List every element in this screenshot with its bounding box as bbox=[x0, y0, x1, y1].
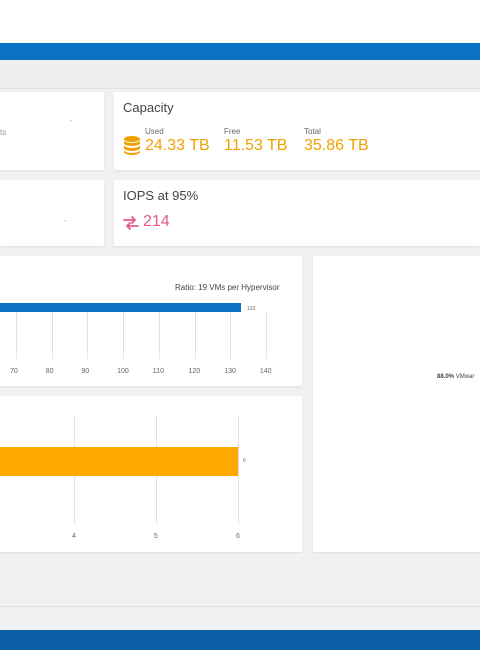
x-tick-label: 130 bbox=[224, 368, 236, 375]
bar-value-label: 133 bbox=[246, 306, 256, 312]
distribution-chart-card: 88.0% VMwar bbox=[313, 256, 480, 552]
x-tick-label: 5 bbox=[154, 533, 158, 540]
free-value: 11.53 TB bbox=[224, 137, 288, 154]
secondary-bar-chart-card: 4 5 6 6 bbox=[0, 396, 302, 552]
pie-slice-name: VMwar bbox=[455, 374, 475, 380]
gridline bbox=[238, 416, 239, 524]
swap-arrows-icon bbox=[123, 215, 139, 231]
iops-card: IOPS at 95% 214 bbox=[114, 180, 480, 246]
gridline bbox=[265, 311, 267, 359]
pie-slice-percent: 88.0% bbox=[437, 374, 455, 380]
bar bbox=[0, 303, 241, 312]
summary-card-left-top: ts - bbox=[0, 92, 104, 170]
gridline bbox=[230, 311, 232, 359]
total-label: Total bbox=[304, 127, 321, 136]
iops-value: 214 bbox=[143, 213, 170, 230]
x-tick-label: 90 bbox=[81, 368, 90, 375]
x-tick-label: 80 bbox=[45, 368, 54, 375]
used-label: Used bbox=[145, 127, 164, 136]
x-tick-label: 120 bbox=[188, 368, 201, 375]
x-tick-label: 70 bbox=[10, 368, 18, 375]
x-tick-label: 100 bbox=[117, 368, 129, 375]
used-value: 24.33 TB bbox=[145, 137, 210, 154]
footer-bar bbox=[0, 630, 480, 650]
gridline bbox=[158, 311, 160, 359]
summary-card-left-bottom: - bbox=[0, 180, 104, 246]
x-tick-label: 6 bbox=[236, 533, 240, 540]
pie-slice-label: 88.0% VMwar bbox=[437, 374, 474, 380]
free-label: Free bbox=[224, 127, 241, 136]
top-blank-area bbox=[0, 0, 480, 43]
app-header-bar bbox=[0, 43, 480, 60]
total-value: 35.86 TB bbox=[304, 137, 369, 154]
content-divider bbox=[0, 606, 480, 607]
gridline bbox=[51, 311, 53, 359]
bar bbox=[0, 447, 238, 476]
gridline bbox=[123, 311, 125, 359]
chart-ratio-text: Ratio: 19 VMs per Hypervisor bbox=[175, 283, 280, 292]
vm-ratio-chart-card: Ratio: 19 VMs per Hypervisor 70 80 90 100 11… bbox=[0, 256, 302, 386]
capacity-title: Capacity bbox=[123, 100, 174, 115]
database-stack-icon bbox=[123, 135, 141, 155]
summary-card-bottom-dot: - bbox=[64, 216, 67, 225]
toolbar-strip bbox=[0, 60, 480, 89]
summary-card-fragment-text: ts bbox=[0, 128, 7, 137]
iops-title: IOPS at 95% bbox=[123, 188, 199, 203]
gridline bbox=[16, 311, 17, 359]
gridline bbox=[87, 311, 89, 359]
capacity-card: Capacity Used 24.33 TB Free 11.53 TB Tot… bbox=[114, 92, 480, 170]
bar-value-label: 6 bbox=[243, 458, 246, 464]
summary-card-dot: - bbox=[70, 116, 73, 125]
gridline bbox=[194, 311, 196, 359]
x-tick-label: 110 bbox=[152, 368, 164, 375]
x-tick-label: 4 bbox=[72, 533, 76, 540]
x-tick-label: 140 bbox=[259, 368, 272, 375]
